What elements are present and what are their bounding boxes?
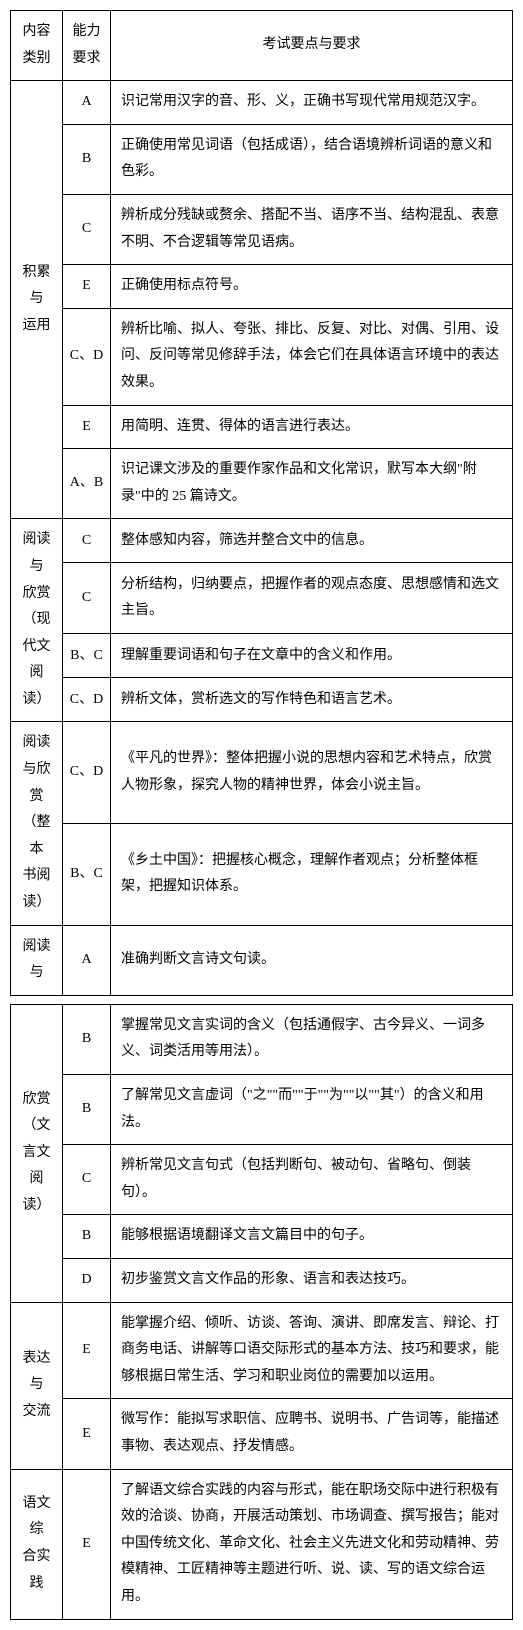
ability-cell: A (63, 81, 111, 125)
content-cell: 分析结构，归纳要点，把握作者的观点态度、思想感情和选文主旨。 (111, 563, 513, 634)
ability-cell: E (63, 1399, 111, 1469)
content-cell: 准确判断文言诗文句读。 (111, 925, 513, 995)
ability-cell: E (63, 265, 111, 309)
content-cell: 了解常见文言虚词（"之""而""于""为""以""其"）的含义和用法。 (111, 1075, 513, 1145)
category-cell: 阅读与欣 赏（整本 书阅读） (11, 722, 63, 925)
table-row: 欣赏（文 言文阅 读）B掌握常见文言实词的含义（包括通假字、古今异义、一词多义、… (11, 1004, 513, 1074)
category-cell: 阅读与 (11, 925, 63, 995)
table-row: E微写作：能拟写求职信、应聘书、说明书、广告词等，能描述事物、表达观点、抒发情感… (11, 1399, 513, 1469)
content-cell: 了解语文综合实践的内容与形式，能在职场交际中进行积极有效的洽谈、协商，开展活动策… (111, 1469, 513, 1619)
content-cell: 《乡土中国》：把握核心概念，理解作者观点；分析整体框架，把握知识体系。 (111, 824, 513, 926)
category-cell: 欣赏（文 言文阅 读） (11, 1004, 63, 1302)
table-row: C分析结构，归纳要点，把握作者的观点态度、思想感情和选文主旨。 (11, 563, 513, 634)
content-cell: 辨析比喻、拟人、夸张、排比、反复、对比、对偶、引用、设问、反问等常见修辞手法，体… (111, 308, 513, 405)
category-cell: 表达与 交流 (11, 1302, 63, 1469)
table-row: 表达与 交流E能掌握介绍、倾听、访谈、答询、演讲、即席发言、辩论、打商务电话、讲… (11, 1302, 513, 1399)
ability-cell: B (63, 1004, 111, 1074)
ability-cell: A、B (63, 449, 111, 519)
content-cell: 初步鉴赏文言文作品的形象、语言和表达技巧。 (111, 1258, 513, 1302)
content-cell: 辨析常见文言句式（包括判断句、被动句、省略句、倒装句）。 (111, 1145, 513, 1215)
ability-cell: E (63, 405, 111, 449)
table-row: C、D辨析文体，赏析选文的写作特色和语言艺术。 (11, 678, 513, 722)
table-row: D初步鉴赏文言文作品的形象、语言和表达技巧。 (11, 1258, 513, 1302)
content-cell: 辨析文体，赏析选文的写作特色和语言艺术。 (111, 678, 513, 722)
content-cell: 微写作：能拟写求职信、应聘书、说明书、广告词等，能描述事物、表达观点、抒发情感。 (111, 1399, 513, 1469)
table-row: C、D辨析比喻、拟人、夸张、排比、反复、对比、对偶、引用、设问、反问等常见修辞手… (11, 308, 513, 405)
content-cell: 正确使用常见词语（包括成语），结合语境辨析词语的意义和色彩。 (111, 124, 513, 194)
table-row: 阅读与 欣赏（现 代文阅 读）C整体感知内容，筛选并整合文中的信息。 (11, 519, 513, 563)
table-row: B、C理解重要词语和句子在文章中的含义和作用。 (11, 634, 513, 678)
ability-cell: B (63, 1075, 111, 1145)
content-cell: 整体感知内容，筛选并整合文中的信息。 (111, 519, 513, 563)
category-cell: 积累与 运用 (11, 81, 63, 519)
header-ability: 能力 要求 (63, 11, 111, 81)
ability-cell: E (63, 1302, 111, 1399)
ability-cell: E (63, 1469, 111, 1619)
ability-cell: C (63, 194, 111, 264)
table-row: C辨析常见文言句式（包括判断句、被动句、省略句、倒装句）。 (11, 1145, 513, 1215)
table-row: E正确使用标点符号。 (11, 265, 513, 309)
table-row: B、C《乡土中国》：把握核心概念，理解作者观点；分析整体框架，把握知识体系。 (11, 824, 513, 926)
content-cell: 正确使用标点符号。 (111, 265, 513, 309)
ability-cell: C (63, 1145, 111, 1215)
content-cell: 辨析成分残缺或赘余、搭配不当、语序不当、结构混乱、表意不明、不合逻辑等常见语病。 (111, 194, 513, 264)
content-cell: 用简明、连贯、得体的语言进行表达。 (111, 405, 513, 449)
header-requirements: 考试要点与要求 (111, 11, 513, 81)
table-row: B能够根据语境翻译文言文篇目中的句子。 (11, 1215, 513, 1259)
ability-cell: D (63, 1258, 111, 1302)
ability-cell: A (63, 925, 111, 995)
content-cell: 识记课文涉及的重要作家作品和文化常识，默写本大纲"附录"中的 25 篇诗文。 (111, 449, 513, 519)
category-cell: 阅读与 欣赏（现 代文阅 读） (11, 519, 63, 722)
table-row: C辨析成分残缺或赘余、搭配不当、语序不当、结构混乱、表意不明、不合逻辑等常见语病… (11, 194, 513, 264)
ability-cell: C、D (63, 308, 111, 405)
ability-cell: B (63, 124, 111, 194)
table-row: 阅读与欣 赏（整本 书阅读）C、D《平凡的世界》：整体把握小说的思想内容和艺术特… (11, 722, 513, 824)
content-cell: 能够根据语境翻译文言文篇目中的句子。 (111, 1215, 513, 1259)
content-cell: 能掌握介绍、倾听、访谈、答询、演讲、即席发言、辩论、打商务电话、讲解等口语交际形… (111, 1302, 513, 1399)
table-row: B正确使用常见词语（包括成语），结合语境辨析词语的意义和色彩。 (11, 124, 513, 194)
content-cell: 《平凡的世界》：整体把握小说的思想内容和艺术特点，欣赏人物形象，探究人物的精神世… (111, 722, 513, 824)
table-row: E用简明、连贯、得体的语言进行表达。 (11, 405, 513, 449)
ability-cell: B、C (63, 634, 111, 678)
content-cell: 识记常用汉字的音、形、义，正确书写现代常用规范汉字。 (111, 81, 513, 125)
table-row: 语文综 合实践E了解语文综合实践的内容与形式，能在职场交际中进行积极有效的洽谈、… (11, 1469, 513, 1619)
exam-requirements-table-1: 内容 类别能力 要求考试要点与要求积累与 运用A识记常用汉字的音、形、义，正确书… (10, 10, 513, 996)
table-row: B了解常见文言虚词（"之""而""于""为""以""其"）的含义和用法。 (11, 1075, 513, 1145)
content-cell: 掌握常见文言实词的含义（包括通假字、古今异义、一词多义、词类活用等用法）。 (111, 1004, 513, 1074)
table-row: 阅读与A准确判断文言诗文句读。 (11, 925, 513, 995)
exam-requirements-table-2: 欣赏（文 言文阅 读）B掌握常见文言实词的含义（包括通假字、古今异义、一词多义、… (10, 1004, 513, 1620)
table-row: 积累与 运用A识记常用汉字的音、形、义，正确书写现代常用规范汉字。 (11, 81, 513, 125)
content-cell: 理解重要词语和句子在文章中的含义和作用。 (111, 634, 513, 678)
category-cell: 语文综 合实践 (11, 1469, 63, 1619)
ability-cell: C (63, 563, 111, 634)
ability-cell: B (63, 1215, 111, 1259)
ability-cell: C (63, 519, 111, 563)
ability-cell: C、D (63, 678, 111, 722)
ability-cell: B、C (63, 824, 111, 926)
ability-cell: C、D (63, 722, 111, 824)
header-category: 内容 类别 (11, 11, 63, 81)
table-row: A、B识记课文涉及的重要作家作品和文化常识，默写本大纲"附录"中的 25 篇诗文… (11, 449, 513, 519)
